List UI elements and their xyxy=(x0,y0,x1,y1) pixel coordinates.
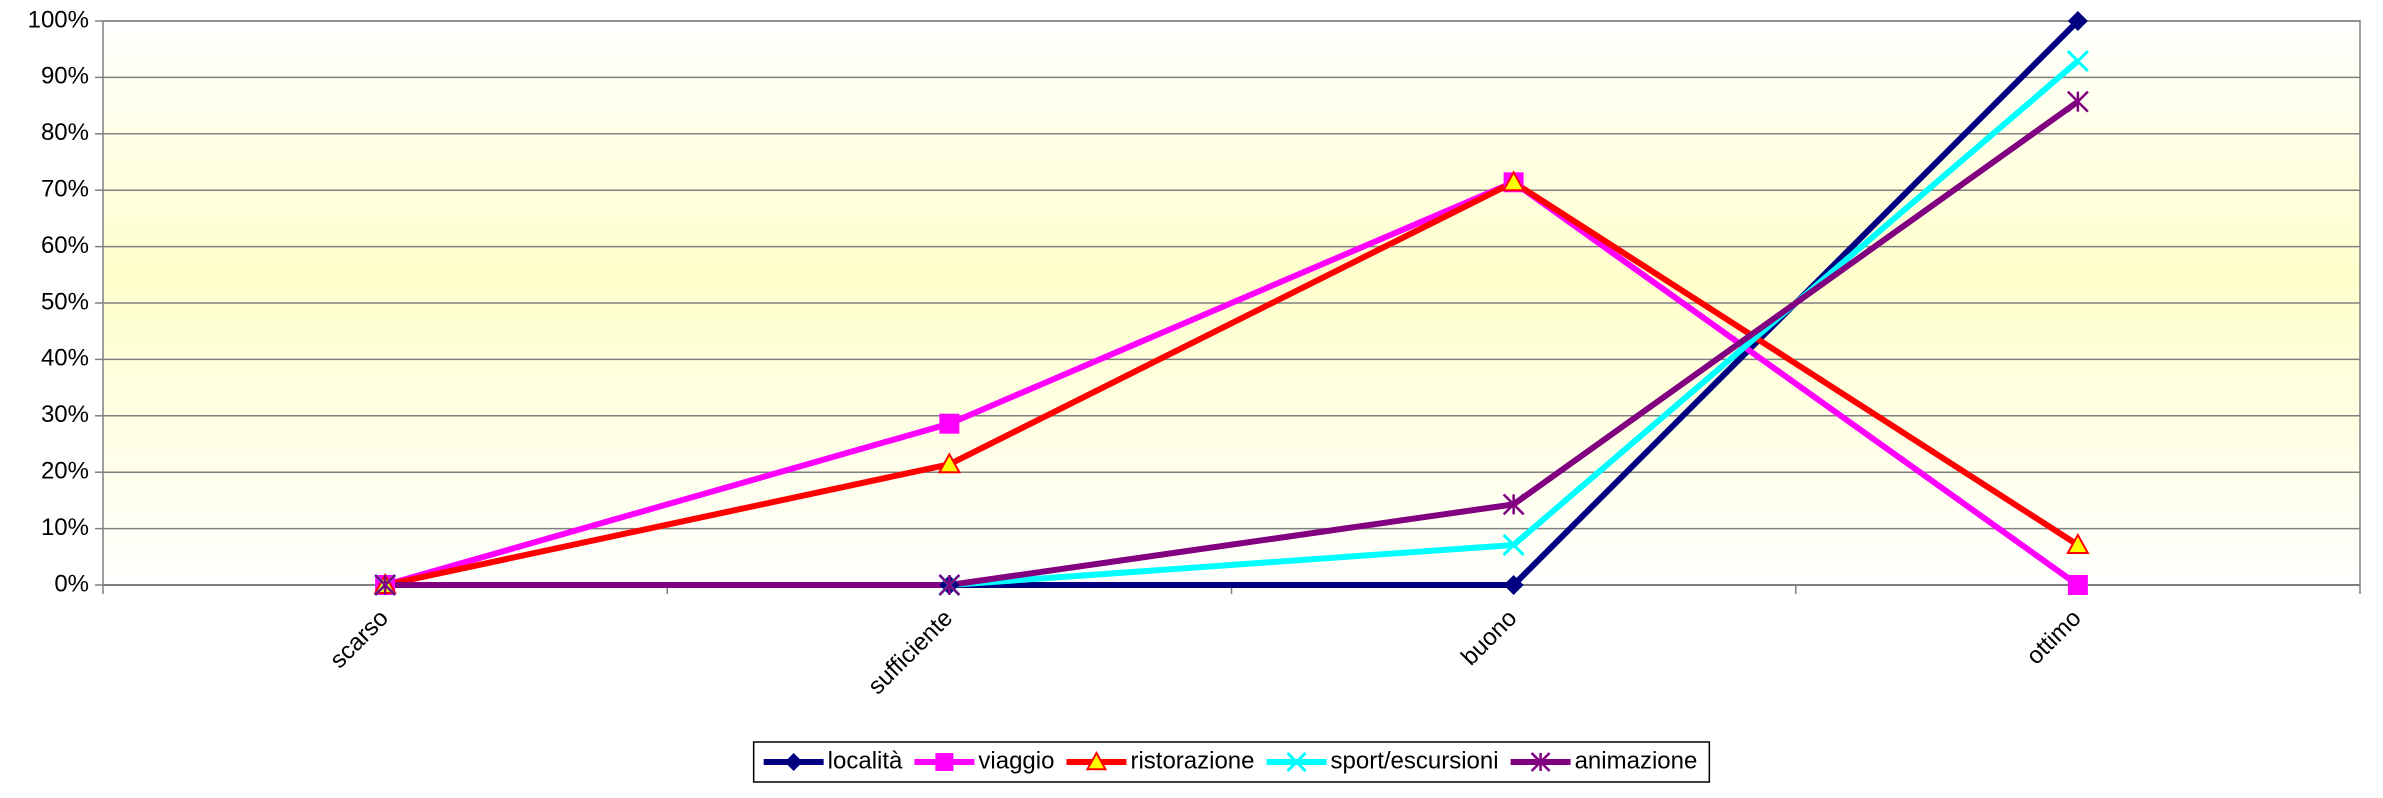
legend-marker xyxy=(1286,751,1307,773)
legend-marker xyxy=(784,753,803,771)
legend-marker xyxy=(935,753,954,771)
marker xyxy=(374,574,397,596)
series-line xyxy=(384,179,2080,588)
x-tick-label: buono xyxy=(1456,605,1522,671)
marker xyxy=(2066,90,2089,113)
series-line xyxy=(385,99,2080,588)
marker xyxy=(2067,575,2088,595)
marker xyxy=(937,452,962,474)
y-tick-label: 30% xyxy=(41,401,89,428)
y-tick-label: 0% xyxy=(54,570,89,597)
marker xyxy=(2066,532,2090,554)
marker xyxy=(1502,533,1525,557)
x-tick-label: sufficiente xyxy=(863,605,958,700)
marker xyxy=(2067,11,2088,31)
legend-label: animazione xyxy=(1575,747,1698,774)
marker xyxy=(939,413,960,434)
y-tick-label: 50% xyxy=(41,288,89,315)
marker xyxy=(1501,170,1526,192)
legend-label: ristorazione xyxy=(1130,747,1254,774)
y-tick-label: 40% xyxy=(41,345,89,372)
legend-marker xyxy=(1530,752,1551,772)
marker xyxy=(1502,493,1525,516)
marker xyxy=(938,574,961,596)
y-tick-label: 60% xyxy=(41,232,89,259)
y-tick-label: 90% xyxy=(41,63,89,90)
marker xyxy=(2066,49,2089,73)
y-tick-label: 20% xyxy=(41,458,89,485)
y-tick-label: 80% xyxy=(41,119,89,146)
legend-marker xyxy=(1085,750,1108,771)
marker xyxy=(1503,575,1524,595)
x-tick-label: scarso xyxy=(325,605,394,674)
legend-label: sport/escursioni xyxy=(1331,747,1499,774)
x-tick-label: ottimo xyxy=(2021,605,2086,670)
series-line xyxy=(384,179,2080,588)
y-tick-label: 10% xyxy=(41,514,89,541)
y-tick-label: 100% xyxy=(28,6,89,33)
legend-label: viaggio xyxy=(978,747,1054,774)
y-tick-label: 70% xyxy=(41,176,89,203)
legend-label: località xyxy=(828,747,903,774)
legend: località viaggio ristorazione sport/escursi… xyxy=(752,741,1711,783)
